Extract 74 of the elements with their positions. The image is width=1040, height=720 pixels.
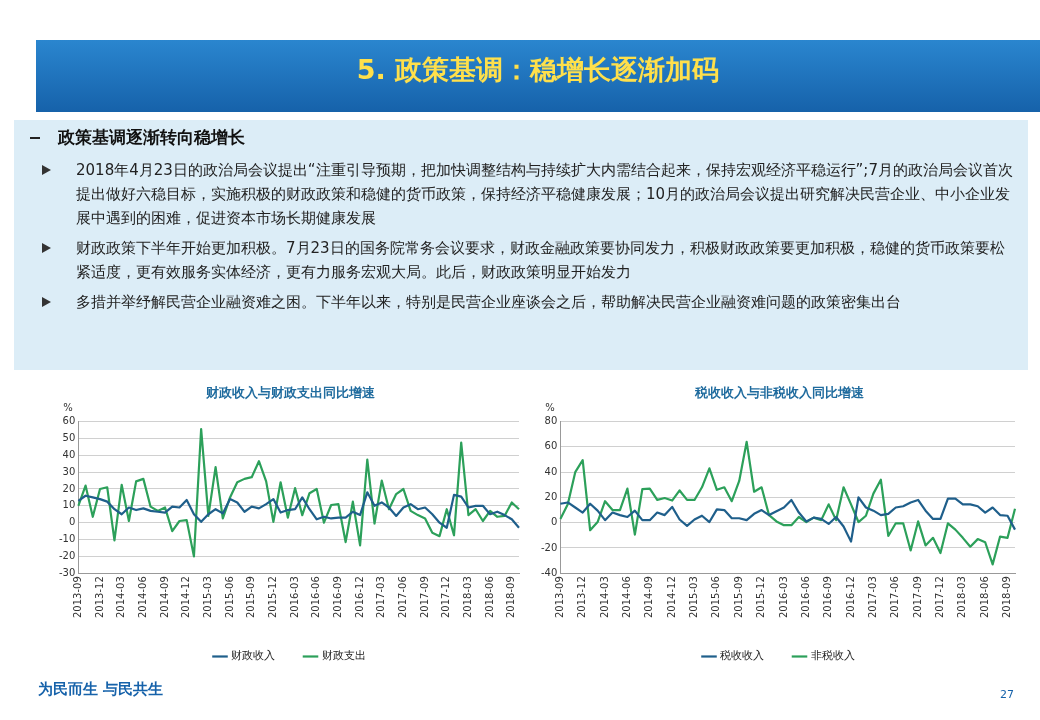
x-tick-label: 2016-06 <box>799 576 811 619</box>
x-tick-label: 2014-06 <box>136 576 148 619</box>
text: 5. 政策基调：稳增长逐渐加码 <box>355 53 721 87</box>
text: 27 <box>1000 688 1014 701</box>
text: 为民而生 与民共生 <box>38 680 164 699</box>
x-tick-label: 2017-06 <box>889 576 901 619</box>
x-tick-label: 2014-09 <box>643 576 655 619</box>
x-tick-label: 2015-03 <box>688 576 700 619</box>
x-tick-label: 2016-09 <box>822 576 834 619</box>
x-tick-label: 2015-12 <box>266 576 278 619</box>
chart-title: 税收收入与非税收入同比增速 <box>693 385 865 401</box>
text: 财政政策下半年开始更加积极。7月23日的国务院常务会议要求，财政金融政策要协同发力，积极财政政策要更加积极，稳健的货币政策要松紧适度，更有效服务实体经济，更有力服务宏观大局。此后，财政政策明显开始发力 <box>76 239 1005 281</box>
x-tick-label: 2018-06 <box>483 576 495 619</box>
legend-label: 财政收入 <box>231 649 275 663</box>
x-tick-label: 2018-09 <box>505 576 517 619</box>
x-tick-label: 2015-06 <box>710 576 722 619</box>
y-axis-title: % <box>63 402 73 414</box>
y-axis-title: % <box>545 402 555 414</box>
y-tick-label: 20 <box>62 482 76 494</box>
y-tick-label: 40 <box>544 465 558 477</box>
y-tick-label: -10 <box>58 533 76 545</box>
y-tick-label: 10 <box>62 499 76 511</box>
y-tick-label: -20 <box>540 541 558 553</box>
x-tick-label: 2015-09 <box>245 576 257 619</box>
x-tick-label: 2018-09 <box>1001 576 1013 619</box>
x-tick-label: 2018-06 <box>978 576 990 619</box>
x-tick-label: 2014-03 <box>598 576 610 619</box>
x-tick-label: 2017-03 <box>866 576 878 619</box>
x-tick-label: 2013-12 <box>576 576 588 619</box>
y-tick-label: 60 <box>544 440 558 452</box>
x-tick-label: 2014-03 <box>115 576 127 619</box>
x-tick-label: 2016-03 <box>288 576 300 619</box>
x-tick-label: 2018-03 <box>956 576 968 619</box>
x-tick-label: 2017-09 <box>418 576 430 619</box>
x-tick-label: 2015-09 <box>732 576 744 619</box>
legend-label: 非税收入 <box>810 649 855 663</box>
x-tick-label: 2014-12 <box>180 576 192 619</box>
x-tick-label: 2016-09 <box>331 576 343 619</box>
y-tick-label: -20 <box>58 549 76 561</box>
x-tick-label: 2016-12 <box>353 576 365 619</box>
legend-label: 税收收入 <box>720 649 764 663</box>
y-tick-label: 60 <box>62 415 76 427</box>
x-tick-label: 2017-12 <box>440 576 452 619</box>
y-tick-label: 20 <box>544 491 558 502</box>
y-tick-label: 40 <box>62 448 76 460</box>
x-tick-label: 2016-06 <box>310 576 322 619</box>
y-tick-label: 0 <box>68 516 76 528</box>
y-tick-label: -30 <box>58 566 76 578</box>
x-tick-label: 2015-03 <box>201 576 213 619</box>
text: 2018年4月23日的政治局会议提出“注重引导预期，把加快调整结构与持续扩大内需结合起来，保持宏观经济平稳运行”;7月的政治局会议首次提出做好六稳目标，实施积极的财政政策和稳健的货币政策，保持经济平稳健康发展；10月的政治局会议提出研究解决民营企业、中小企业发展中遇到的困难，促进资本市场长期健康发展 <box>76 161 1013 227</box>
y-tick-label: 30 <box>62 465 76 477</box>
x-tick-label: 2014-06 <box>621 576 633 619</box>
y-tick-label: 50 <box>62 432 76 444</box>
y-tick-label: -40 <box>540 566 558 578</box>
y-tick-label: 80 <box>544 415 558 427</box>
x-tick-label: 2013-12 <box>93 576 105 619</box>
x-tick-label: 2018-03 <box>462 576 474 619</box>
x-tick-label: 2016-03 <box>777 576 789 619</box>
x-tick-label: 2017-06 <box>397 576 409 619</box>
x-tick-label: 2013-09 <box>553 576 565 619</box>
text: 政策基调逐渐转向稳增长 <box>58 126 245 149</box>
text: 多措并举纾解民营企业融资难之困。下半年以来，特别是民营企业座谈会之后，帮助解决民营企业融资难问题的政策密集出台 <box>76 293 901 311</box>
y-tick-label: 0 <box>550 516 558 528</box>
legend-label: 财政支出 <box>321 649 366 663</box>
x-tick-label: 2015-06 <box>223 576 235 619</box>
x-tick-label: 2014-09 <box>158 576 170 619</box>
x-tick-label: 2013-09 <box>71 576 83 619</box>
chart-title: 财政收入与财政支出同比增速 <box>204 385 376 401</box>
x-tick-label: 2014-12 <box>665 576 677 619</box>
x-tick-label: 2017-12 <box>934 576 946 619</box>
x-tick-label: 2017-03 <box>375 576 387 619</box>
x-tick-label: 2017-09 <box>911 576 923 619</box>
x-tick-label: 2015-12 <box>755 576 767 619</box>
x-tick-label: 2016-12 <box>844 576 856 619</box>
